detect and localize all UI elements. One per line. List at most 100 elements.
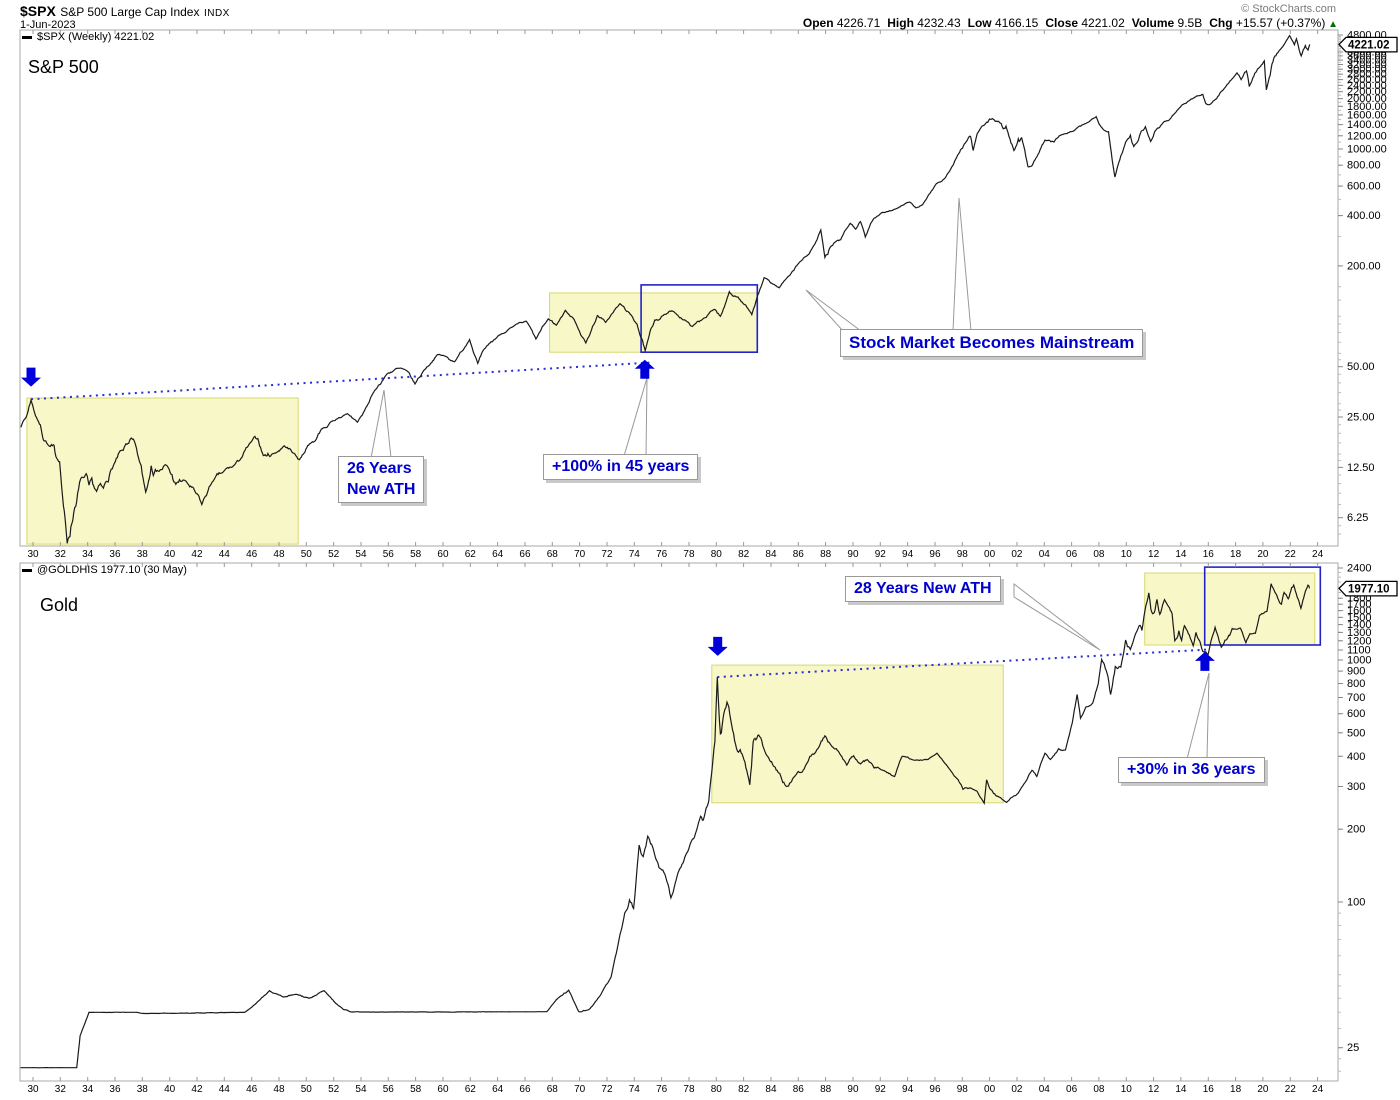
svg-text:1400: 1400 [1347, 619, 1371, 631]
gold-legend-text: @GOLDHIS 1977.10 (30 May) [37, 564, 187, 576]
svg-text:12.50: 12.50 [1347, 462, 1375, 474]
x-tick-label: 68 [546, 549, 558, 560]
svg-text:2400.00: 2400.00 [1347, 80, 1387, 92]
callout-pointer [1013, 582, 1101, 651]
x-tick-label: 22 [1284, 1084, 1296, 1095]
x-tick-label: 92 [874, 1084, 886, 1095]
x-axis-labels-bottom-panel: 30 32 34 36 38 40 42 44 46 48 50 52 54 56 58 60 62 64 66 68… [0, 1084, 1400, 1097]
svg-text:2800.00: 2800.00 [1347, 69, 1387, 81]
chart-date: 1-Jun-2023 [20, 19, 76, 31]
callout-28-years-new-ath: 28 Years New ATH [845, 576, 1001, 602]
up-arrow-icon [634, 359, 655, 379]
panel-title-gold: Gold [40, 595, 79, 615]
x-tick-label: 18 [1230, 549, 1242, 560]
x-tick-label: 46 [246, 549, 258, 560]
svg-text:1300: 1300 [1347, 627, 1371, 639]
x-tick-label: 86 [792, 1084, 804, 1095]
callout-pointer [805, 289, 863, 332]
exchange-label: INDX [203, 8, 230, 19]
x-tick-label: 64 [492, 549, 504, 560]
quote-value: +15.57 (+0.37%) [1232, 16, 1326, 30]
svg-text:1200: 1200 [1347, 635, 1371, 647]
x-tick-label: 34 [82, 549, 94, 560]
x-tick-label: 42 [191, 549, 203, 560]
down-arrow-icon [707, 636, 728, 656]
gold-panel: 2400180017001600150014001300120011001000… [19, 562, 1398, 1082]
x-tick-label: 14 [1175, 549, 1187, 560]
x-tick-label: 36 [109, 1084, 121, 1095]
callout-text-line: 26 Years [347, 460, 412, 477]
svg-text:600.00: 600.00 [1347, 181, 1381, 193]
x-tick-label: 20 [1257, 1084, 1269, 1095]
svg-text:1800.00: 1800.00 [1347, 101, 1387, 113]
spx-panel: 4800.003800.003600.003400.003200.003000.… [19, 29, 1398, 547]
x-tick-label: 02 [1011, 1084, 1023, 1095]
svg-text:2400: 2400 [1347, 563, 1371, 575]
x-tick-label: 82 [738, 1084, 750, 1095]
svg-text:3000.00: 3000.00 [1347, 64, 1387, 76]
x-tick-label: 16 [1202, 549, 1214, 560]
x-tick-label: 40 [164, 1084, 176, 1095]
x-edge-ticks [32, 563, 1319, 1081]
svg-text:600: 600 [1347, 708, 1365, 720]
x-tick-label: 24 [1312, 549, 1324, 560]
x-tick-label: 46 [246, 1084, 258, 1095]
x-tick-label: 32 [54, 1084, 66, 1095]
symbol-name: S&P 500 Large Cap Index [60, 5, 200, 19]
svg-text:100: 100 [1347, 897, 1365, 909]
x-tick-label: 94 [902, 549, 914, 560]
quote-label: Open [802, 16, 834, 30]
x-tick-label: 76 [656, 549, 668, 560]
x-axis-labels-top-panel: 30 32 34 36 38 40 42 44 46 48 50 52 54 56 58 60 62 64 66 68… [0, 549, 1400, 562]
x-tick-label: 72 [601, 1084, 613, 1095]
x-tick-label: 60 [437, 549, 449, 560]
x-tick-label: 70 [574, 549, 586, 560]
chg-up-icon: ▲ [1325, 19, 1338, 30]
quote-line: Open 4226.71 High 4232.43 Low 4166.15 Close… [796, 16, 1338, 30]
y-axis-labels: 2400180017001600150014001300120011001000… [1338, 563, 1371, 1054]
x-tick-label: 84 [765, 1084, 777, 1095]
panel-border [19, 29, 1339, 547]
quote-value: 9.5B [1174, 16, 1203, 30]
highlight-box [26, 397, 299, 545]
x-tick-label: 96 [929, 549, 941, 560]
price-tag: 1977.10 [1338, 580, 1398, 597]
quote-value: 4226.71 [833, 16, 881, 30]
y-axis-labels: 4800.003800.003600.003400.003200.003000.… [1338, 30, 1387, 524]
svg-text:500: 500 [1347, 727, 1365, 739]
x-tick-label: 36 [109, 549, 121, 560]
x-tick-label: 54 [355, 549, 367, 560]
svg-text:400: 400 [1347, 751, 1365, 763]
x-tick-label: 98 [956, 549, 968, 560]
x-tick-label: 48 [273, 1084, 285, 1095]
svg-text:3400.00: 3400.00 [1347, 55, 1387, 67]
x-tick-label: 50 [300, 1084, 312, 1095]
svg-text:900: 900 [1347, 666, 1365, 678]
x-tick-label: 80 [710, 549, 722, 560]
callout-30pct-36-years: +30% in 36 years [1118, 757, 1265, 783]
x-tick-label: 90 [847, 549, 859, 560]
x-tick-label: 50 [300, 549, 312, 560]
x-tick-label: 68 [546, 1084, 558, 1095]
quote-label: Volume [1131, 16, 1175, 30]
x-tick-label: 52 [328, 549, 340, 560]
x-tick-label: 88 [820, 549, 832, 560]
x-tick-label: 74 [628, 549, 640, 560]
x-tick-label: 98 [956, 1084, 968, 1095]
x-tick-label: 20 [1257, 549, 1269, 560]
x-tick-label: 30 [27, 549, 39, 560]
x-tick-label: 04 [1038, 1084, 1050, 1095]
svg-text:400.00: 400.00 [1347, 210, 1381, 222]
x-tick-label: 78 [683, 549, 695, 560]
spx-legend: $SPX (Weekly) 4221.02 [22, 31, 154, 43]
trendline-dotted [717, 648, 1209, 679]
callout-pointer [370, 389, 392, 459]
svg-text:800: 800 [1347, 678, 1365, 690]
x-tick-label: 54 [355, 1084, 367, 1095]
x-tick-label: 74 [628, 1084, 640, 1095]
chart-header: $SPX S&P 500 Large Cap Index INDX [20, 3, 230, 21]
svg-text:1600.00: 1600.00 [1347, 109, 1387, 121]
x-tick-label: 32 [54, 549, 66, 560]
x-tick-label: 58 [410, 1084, 422, 1095]
